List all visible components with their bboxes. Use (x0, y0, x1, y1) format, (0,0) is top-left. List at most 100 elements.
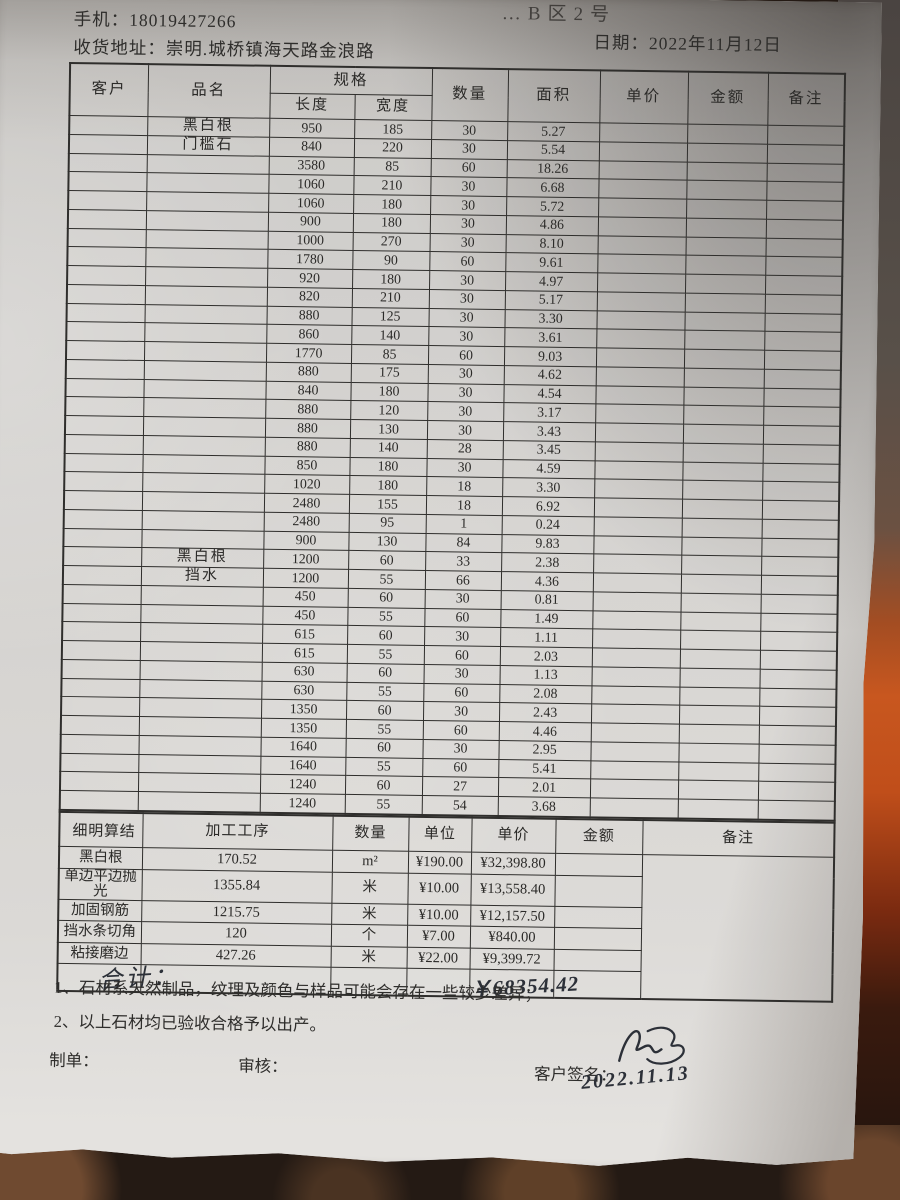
length-cell: 450 (262, 586, 348, 607)
width-cell: 125 (351, 306, 429, 327)
amount-cell (684, 330, 765, 351)
unit-cell: 米 (331, 871, 408, 905)
amount-cell (682, 461, 763, 482)
qty-cell: 30 (429, 233, 506, 253)
product-cell: 黑白根 (147, 116, 270, 138)
customer-cell (64, 434, 143, 455)
settlement-table: 结算明细 加工工序 数量 单位 单价 金额 备注 黑白根 170.52 m² ¥190… (56, 810, 836, 1003)
customer-cell (66, 302, 145, 323)
unit-price-cell (593, 535, 682, 556)
area-cell: 9.03 (503, 346, 597, 367)
area-cell: 0.81 (500, 590, 593, 611)
remark-cell (758, 725, 836, 745)
area-cell: 1.11 (500, 627, 593, 648)
width-cell: 210 (351, 288, 430, 309)
width-cell: 60 (347, 625, 425, 646)
qty-cell: 60 (423, 682, 500, 703)
width-cell: 180 (352, 269, 430, 290)
width-cell: 55 (345, 719, 423, 740)
customer-cell (69, 115, 148, 136)
amount-cell (683, 386, 764, 407)
remark-cell (764, 331, 842, 352)
unit-price-cell (591, 647, 681, 668)
process-cell: 挡水条切角 (57, 920, 142, 944)
unit-price-cell (590, 722, 679, 743)
length-cell: 1350 (260, 699, 347, 720)
amount-cell (679, 667, 760, 688)
unit-price-cell (592, 591, 681, 612)
remark-cell (760, 575, 839, 596)
unit-cell: 米 (331, 903, 408, 926)
width-cell: 175 (350, 363, 428, 384)
product-cell (139, 660, 262, 681)
width-cell: 60 (345, 738, 423, 758)
length-cell: 1240 (259, 774, 346, 795)
unit-price-cell: ¥7.00 (406, 925, 471, 949)
unit-price-cell: ¥10.00 (407, 872, 471, 906)
customer-cell (67, 265, 146, 286)
customer-cell (64, 415, 144, 436)
area-cell: 2.03 (499, 646, 593, 667)
customer-cell (65, 377, 144, 398)
area-cell: 3.45 (502, 440, 595, 461)
amount-cell: ¥32,398.80 (470, 852, 556, 875)
remark-cell (766, 162, 844, 183)
width-cell: 60 (344, 775, 423, 796)
product-cell: 挡水 (140, 566, 264, 587)
settlement-header-amount: 金额 (555, 818, 643, 855)
amount-cell (683, 367, 764, 388)
length-cell: 880 (264, 418, 351, 439)
product-cell (142, 435, 265, 456)
unit-price-cell: ¥10.00 (407, 904, 471, 927)
length-cell: 1640 (260, 736, 346, 757)
width-cell: 180 (349, 456, 427, 477)
qty-cell: 33 (425, 551, 502, 572)
customer-cell (63, 490, 143, 511)
customer-cell (63, 546, 142, 567)
area-cell: 8.10 (505, 234, 598, 255)
qty-cell: 60 (422, 720, 499, 741)
remark-cell (760, 631, 838, 652)
customer-cell (62, 621, 141, 642)
unit-price-cell (593, 554, 682, 575)
width-cell: 60 (345, 700, 424, 721)
width-cell: 155 (348, 494, 427, 515)
unit-price-cell (595, 385, 684, 406)
remark-cell (759, 668, 837, 689)
remark-cell (761, 537, 839, 558)
remark-cell (553, 927, 642, 951)
area-cell: 3.61 (504, 327, 597, 348)
product-cell (144, 304, 267, 325)
length-cell: 1060 (268, 174, 354, 195)
amount-cell (678, 761, 759, 782)
unit-cell: 个 (330, 924, 408, 948)
qty-cell: 28 (426, 439, 503, 460)
amount-cell: ¥12,157.50 (470, 905, 555, 928)
product-cell (143, 341, 267, 362)
area-cell: 3.30 (504, 309, 597, 330)
area-cell: 5.72 (506, 196, 599, 217)
unit-price-cell (597, 272, 686, 293)
product-cell (137, 791, 260, 813)
amount-cell (678, 705, 760, 726)
remark-cell (757, 800, 835, 821)
length-cell: 450 (262, 605, 348, 626)
product-cell (141, 491, 265, 512)
unit-price-cell (594, 460, 683, 481)
qty-cell: 30 (423, 664, 500, 685)
amount-cell (678, 724, 759, 744)
area-cell: 2.43 (498, 702, 592, 723)
remark-cell (760, 612, 838, 633)
maker-label: 制单： (49, 1050, 99, 1071)
area-cell: 3.43 (502, 421, 596, 442)
remark-cell (765, 256, 843, 277)
qty-cell: 30 (426, 420, 504, 441)
address-line: 收货地址：崇明.城桥镇海天路金浪路 (73, 37, 375, 62)
customer-cell (61, 677, 140, 698)
qty-cell: 1355.84 (141, 869, 332, 904)
unit-price-cell (597, 254, 686, 275)
process-cell: 加固钢筋 (58, 899, 142, 922)
process-cell: 粘接磨边 (57, 942, 141, 965)
qty-cell: 27 (421, 776, 499, 797)
